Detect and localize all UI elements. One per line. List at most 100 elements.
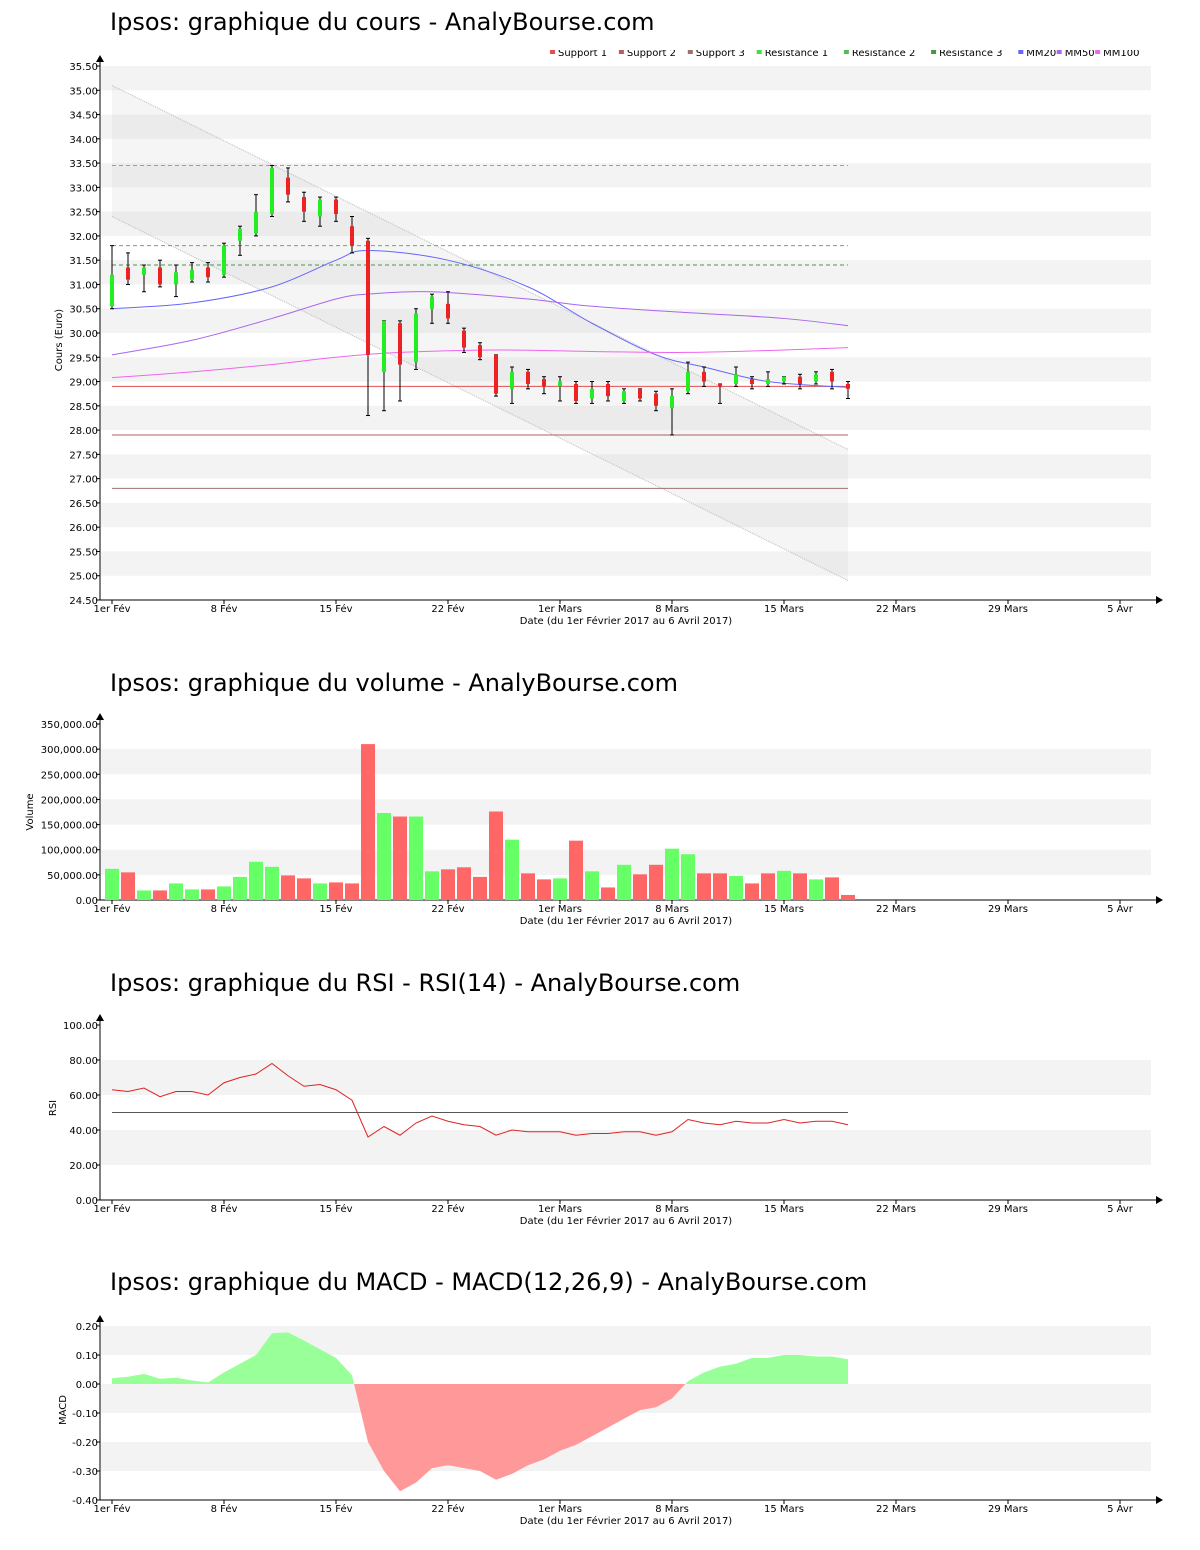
candle-body xyxy=(366,240,370,355)
volume-bar xyxy=(297,878,311,900)
y-tick-label: 33.50 xyxy=(69,159,98,170)
legend-label: Résistance 3 xyxy=(939,50,1002,59)
y-tick-label: 0.00 xyxy=(76,1380,98,1391)
volume-bar xyxy=(441,869,455,900)
candle-body xyxy=(510,371,514,389)
y-tick-label: 24.50 xyxy=(69,596,98,607)
y-tick-label: 31.00 xyxy=(69,280,98,291)
y-tick-label: 28.00 xyxy=(69,426,98,437)
x-tick-label: 1er Fév xyxy=(93,1503,130,1515)
volume-bar xyxy=(777,870,791,900)
candle-body xyxy=(286,177,290,195)
x-axis-title: Date (du 1er Février 2017 au 6 Avril 201… xyxy=(520,615,733,627)
candle-body xyxy=(462,330,466,348)
x-tick-label: 5 Avr xyxy=(1107,1504,1134,1515)
y-tick-label: 30.00 xyxy=(69,329,98,340)
x-tick-label: 5 Avr xyxy=(1107,1204,1134,1215)
candle-body xyxy=(446,303,450,319)
volume-bar xyxy=(585,871,599,900)
x-tick-label: 1er Fév xyxy=(93,903,130,915)
volume-bar xyxy=(377,813,391,900)
volume-bar xyxy=(825,877,839,900)
volume-bar xyxy=(425,871,439,900)
candle-body xyxy=(782,376,786,382)
y-tick-label: 27.00 xyxy=(69,475,98,486)
y-tick-label: 60.00 xyxy=(69,1091,98,1102)
volume-bar xyxy=(601,887,615,900)
grid-band xyxy=(101,114,1151,139)
x-axis-arrow xyxy=(1156,1496,1163,1504)
candle-body xyxy=(734,374,738,384)
x-tick-label: 22 Fév xyxy=(431,1203,464,1215)
candle-body xyxy=(798,376,802,384)
y-tick-label: 20.00 xyxy=(69,1161,98,1172)
candle-body xyxy=(158,267,162,285)
candle-body xyxy=(174,272,178,285)
volume-bar xyxy=(745,883,759,900)
price-chart-title: Ipsos: graphique du cours - AnalyBourse.… xyxy=(110,8,655,36)
x-tick-label: 15 Fév xyxy=(319,1503,352,1515)
volume-bar xyxy=(393,816,407,900)
y-tick-label: 0.20 xyxy=(76,1322,98,1333)
y-tick-label: 80.00 xyxy=(69,1056,98,1067)
volume-bar xyxy=(681,854,695,900)
x-axis-title: Date (du 1er Février 2017 au 6 Avril 201… xyxy=(520,1215,733,1227)
x-tick-label: 29 Mars xyxy=(988,1504,1028,1515)
volume-bar xyxy=(521,873,535,900)
y-tick-label: -0.10 xyxy=(72,1409,98,1420)
x-tick-label: 15 Fév xyxy=(319,903,352,915)
y-tick-label: 35.50 xyxy=(69,62,98,73)
grid-band xyxy=(101,551,1151,576)
y-axis-title: RSI xyxy=(48,1100,59,1116)
candle-body xyxy=(542,379,546,387)
volume-chart-title: Ipsos: graphique du volume - AnalyBourse… xyxy=(110,669,678,697)
legend-label: MM50 xyxy=(1065,50,1095,59)
volume-bar xyxy=(617,864,631,900)
y-tick-label: 300,000.00 xyxy=(41,745,98,756)
grid-band xyxy=(101,454,1151,479)
y-tick-label: 29.00 xyxy=(69,378,98,389)
volume-bar xyxy=(729,875,743,900)
x-tick-label: 1er Fév xyxy=(93,1203,130,1215)
y-tick-label: 29.50 xyxy=(69,353,98,364)
volume-bar xyxy=(329,882,343,900)
candle-body xyxy=(606,383,610,397)
y-tick-label: 25.00 xyxy=(69,572,98,583)
x-tick-label: 22 Fév xyxy=(431,603,464,615)
volume-bar xyxy=(537,879,551,900)
x-tick-label: 22 Fév xyxy=(431,903,464,915)
y-axis-arrow xyxy=(96,713,104,720)
y-tick-label: 34.00 xyxy=(69,135,98,146)
volume-bar xyxy=(153,890,167,900)
y-tick-label: 150,000.00 xyxy=(41,821,98,832)
x-tick-label: 22 Mars xyxy=(876,1204,916,1215)
y-axis-title: MACD xyxy=(58,1395,69,1425)
candle-body xyxy=(654,393,658,406)
volume-bar xyxy=(313,883,327,900)
x-tick-label: 15 Fév xyxy=(319,603,352,615)
candle-body xyxy=(526,371,530,384)
candle-body xyxy=(830,371,834,382)
candle-body xyxy=(350,226,354,246)
legend-label: MM100 xyxy=(1103,50,1139,59)
grid-band xyxy=(101,66,1151,91)
rsi-chart: 0.00 20.00 40.00 60.00 80.00 100.00 1er Fév 8 F… xyxy=(48,1014,1163,1227)
candle-body xyxy=(846,383,850,389)
candle-body xyxy=(622,391,626,401)
y-tick-label: -0.20 xyxy=(72,1438,98,1449)
legend-label: Support 1 xyxy=(558,50,607,59)
legend-label: Support 2 xyxy=(627,50,676,59)
moving-average-mm50 xyxy=(111,291,849,356)
moving-average-mm20 xyxy=(111,249,849,388)
y-tick-label: 26.50 xyxy=(69,499,98,510)
candle-body xyxy=(814,374,818,382)
y-tick-label: 32.50 xyxy=(69,208,98,219)
x-tick-label: 15 Mars xyxy=(764,604,804,615)
macd-chart: -0.40 -0.30 -0.20 -0.10 0.00 0.10 0.20 1er Fév 8… xyxy=(58,1315,1163,1527)
volume-bar xyxy=(793,873,807,900)
legend-swatch xyxy=(687,50,693,54)
volume-bar xyxy=(137,890,151,900)
x-tick-label: 5 Avr xyxy=(1107,604,1134,615)
y-tick-label: 50,000.00 xyxy=(47,871,98,882)
x-tick-label: 1er Fév xyxy=(93,603,130,615)
